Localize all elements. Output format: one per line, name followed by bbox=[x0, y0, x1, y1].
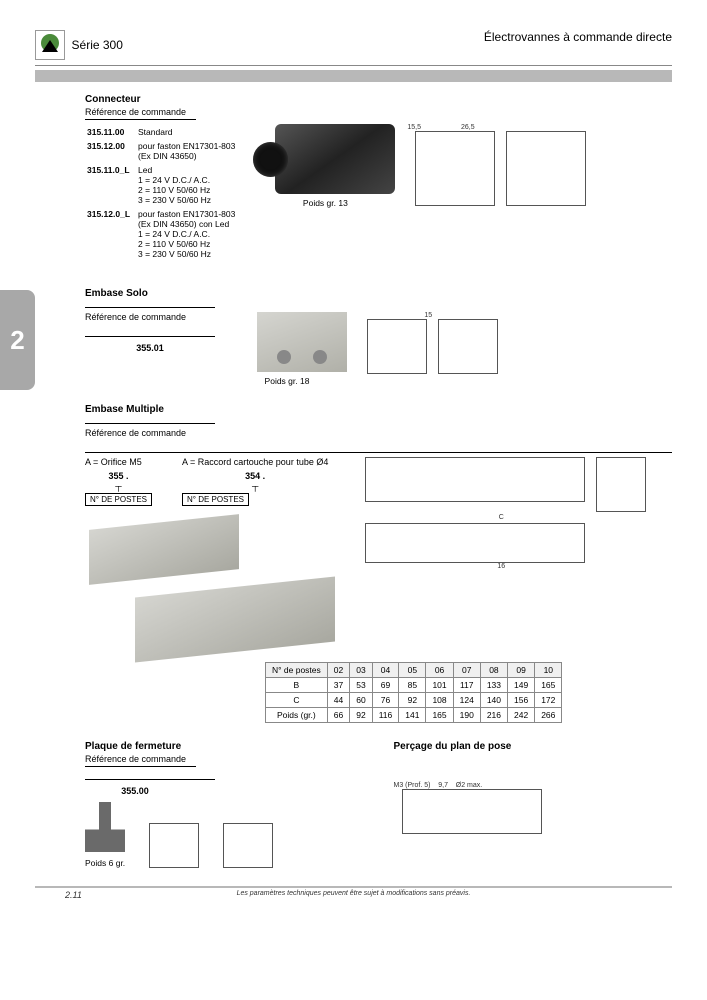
connector-title: Connecteur bbox=[85, 94, 672, 105]
embase-multiple-drawing-side bbox=[596, 457, 646, 512]
embase-multiple-photo-1 bbox=[89, 514, 239, 585]
code-355: 355 . bbox=[85, 471, 152, 481]
series-label: Série 300 bbox=[72, 38, 123, 52]
section-plaque: Plaque de fermeture Référence de command… bbox=[85, 741, 364, 868]
code-354: 354 . bbox=[182, 471, 328, 481]
percage-title: Perçage du plan de pose bbox=[394, 741, 673, 752]
percage-drawing bbox=[402, 789, 542, 834]
connector-drawings: 15,526,5 bbox=[407, 124, 586, 206]
multiple-data-table: N° de postes02 0304 0506 0708 0910 B3753… bbox=[265, 662, 562, 723]
option-a-label: A = Orifice M5 bbox=[85, 457, 152, 467]
category-title: Électrovannes à commande directe bbox=[484, 30, 672, 62]
plaque-drawing-2 bbox=[223, 823, 273, 868]
footer-note: Les paramètres techniques peuvent être s… bbox=[237, 890, 471, 897]
chapter-tab: 2 bbox=[0, 290, 35, 390]
connector-photo bbox=[275, 124, 395, 194]
header-bar bbox=[35, 70, 672, 82]
plaque-weight: Poids 6 gr. bbox=[85, 858, 125, 868]
table-row: C44607692108124140156172 bbox=[266, 693, 562, 708]
embase-multiple-drawing-front bbox=[365, 523, 585, 563]
brand-logo bbox=[35, 30, 65, 60]
section-embase-multiple: Embase Multiple Référence de commande A … bbox=[85, 404, 672, 723]
plaque-drawing-1 bbox=[149, 823, 199, 868]
embase-multiple-title: Embase Multiple bbox=[85, 404, 672, 415]
connector-drawing-side bbox=[506, 131, 586, 206]
embase-solo-drawings: 15 bbox=[359, 312, 498, 374]
postes-box-a: N° DE POSTES bbox=[85, 493, 152, 506]
postes-box-b: N° DE POSTES bbox=[182, 493, 249, 506]
embase-solo-code: 355.01 bbox=[85, 343, 215, 353]
embase-solo-drawing-top bbox=[367, 319, 427, 374]
embase-multiple-drawings: C 16 bbox=[357, 457, 646, 570]
section-percage: Perçage du plan de pose M3 (Prof. 5) 9,7… bbox=[394, 741, 673, 868]
embase-multiple-photo-2 bbox=[135, 576, 335, 662]
embase-solo-drawing-side bbox=[438, 319, 498, 374]
table-row: Poids (gr.)6692116141165190216242266 bbox=[266, 708, 562, 723]
connector-drawing-front bbox=[415, 131, 495, 206]
page-footer: 2.11 Les paramètres techniques peuvent ê… bbox=[35, 886, 672, 897]
page-header: Série 300 Électrovannes à commande direc… bbox=[35, 30, 672, 66]
connector-image-col: Poids gr. 13 bbox=[255, 124, 395, 208]
plaque-code: 355.00 bbox=[85, 786, 185, 796]
section-embase-solo: Embase Solo Référence de commande 355.01… bbox=[85, 288, 672, 386]
embase-solo-ref-label: Référence de commande bbox=[85, 312, 196, 324]
page-number: 2.11 bbox=[65, 890, 82, 900]
table-header-row: N° de postes02 0304 0506 0708 0910 bbox=[266, 663, 562, 678]
connector-ref-label: Référence de commande bbox=[85, 107, 196, 120]
embase-solo-title: Embase Solo bbox=[85, 288, 672, 299]
section-connector: Connecteur Référence de commande 315.11.… bbox=[85, 94, 672, 270]
embase-multiple-drawing-top bbox=[365, 457, 585, 502]
embase-solo-weight: Poids gr. 18 bbox=[227, 376, 347, 386]
plaque-title: Plaque de fermeture bbox=[85, 741, 364, 752]
embase-multiple-ref-label: Référence de commande bbox=[85, 428, 196, 440]
embase-solo-photo bbox=[257, 312, 347, 372]
plaque-photo bbox=[85, 802, 125, 852]
connector-weight: Poids gr. 13 bbox=[255, 198, 395, 208]
option-b-label: A = Raccord cartouche pour tube Ø4 bbox=[182, 457, 328, 467]
table-row: B37536985101117133149165 bbox=[266, 678, 562, 693]
connector-refs-table: 315.11.00Standard 315.12.00pour faston E… bbox=[85, 124, 243, 262]
plaque-ref-label: Référence de commande bbox=[85, 754, 196, 767]
